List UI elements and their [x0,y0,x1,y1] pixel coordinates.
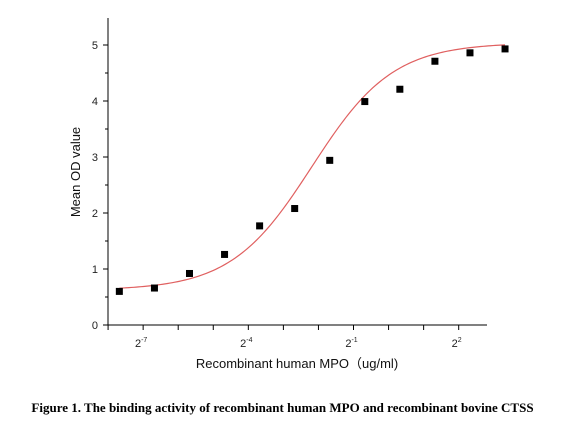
x-tick-label: 2-1 [345,337,357,350]
data-point [501,45,509,53]
data-points [115,45,509,295]
x-axis-title: Recombinant human MPO（ug/ml) [196,356,398,371]
chart: 0 1 2 3 4 5 2-7 2-4 2-1 22 Recombinant human MPO… [68,18,509,371]
x-tick-label: 2-7 [135,337,147,350]
y-tick-label: 1 [92,264,98,276]
data-point [185,269,193,277]
data-point [221,250,229,258]
y-axis-title: Mean OD value [68,127,83,217]
y-axis: 0 1 2 3 4 5 [92,18,109,332]
data-point [396,85,404,93]
data-point [150,284,158,292]
data-point [291,205,299,213]
x-axis: 2-7 2-4 2-1 22 [107,324,487,350]
data-point [361,98,369,106]
fit-curve [119,44,506,289]
y-tick-label: 3 [92,152,98,164]
y-ticks: 0 1 2 3 4 5 [92,40,108,332]
y-tick-label: 2 [92,208,98,220]
x-tick-label: 2-4 [240,337,252,350]
data-point [256,222,264,230]
data-point [431,57,439,65]
x-ticks: 2-7 2-4 2-1 22 [107,325,462,350]
data-point [115,287,123,295]
x-tick-label: 22 [452,337,462,350]
y-tick-label: 4 [92,96,98,108]
y-tick-label: 0 [92,320,98,332]
data-point [466,49,474,57]
y-tick-label: 5 [92,40,98,52]
data-point [326,156,334,164]
figure-caption: Figure 1. The binding activity of recomb… [31,400,534,415]
